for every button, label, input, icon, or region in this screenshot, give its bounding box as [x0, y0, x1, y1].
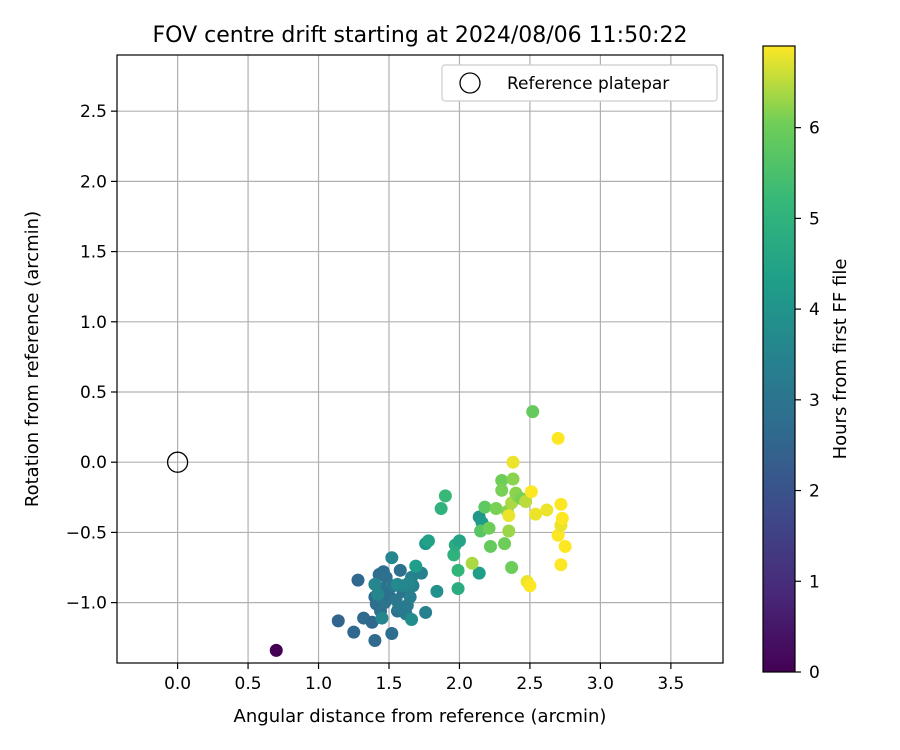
data-point — [368, 577, 382, 591]
data-point — [452, 534, 466, 548]
reference-marker-group — [166, 451, 189, 473]
data-point — [419, 605, 433, 619]
data-point — [505, 561, 519, 575]
data-point — [495, 483, 509, 497]
data-point — [385, 627, 399, 641]
data-point — [403, 590, 417, 604]
data-point — [495, 473, 509, 487]
legend: Reference platepar — [441, 64, 718, 102]
data-point — [451, 582, 465, 596]
data-point — [402, 576, 416, 590]
data-point — [393, 563, 407, 577]
data-point — [347, 625, 361, 639]
data-point — [498, 537, 512, 551]
data-point — [421, 534, 435, 548]
data-point — [554, 558, 568, 572]
data-point — [551, 528, 565, 542]
data-point — [375, 611, 389, 625]
data-point — [269, 643, 283, 657]
colorbar-ticks: 0 1 2 3 4 5 6 — [795, 119, 820, 683]
y-axis-ticks: −1.0 −0.5 0.0 0.5 1.0 1.5 2.0 2.5 — [66, 102, 117, 614]
x-axis-label: Angular distance from reference (arcmin) — [234, 706, 607, 727]
x-tick-label: 1.0 — [305, 674, 332, 694]
data-point — [482, 521, 496, 535]
data-point — [465, 556, 479, 570]
colorbar-tick-label: 5 — [809, 209, 820, 229]
data-point — [506, 455, 520, 469]
data-point — [405, 612, 419, 626]
data-point — [351, 573, 365, 587]
data-point — [430, 584, 444, 598]
data-point — [523, 579, 537, 593]
data-point — [558, 539, 572, 553]
data-point — [451, 563, 465, 577]
y-tick-label: 2.5 — [80, 102, 107, 122]
legend-box — [441, 64, 718, 102]
data-point — [385, 551, 399, 565]
data-point — [368, 634, 382, 648]
data-point — [478, 500, 492, 514]
data-point — [540, 503, 554, 517]
x-tick-label: 3.5 — [657, 674, 684, 694]
plot-frame — [116, 54, 724, 664]
data-point — [519, 495, 533, 509]
data-point — [483, 539, 497, 553]
data-point — [409, 559, 423, 573]
legend-label: Reference platepar — [507, 74, 669, 94]
x-tick-label: 2.0 — [446, 674, 473, 694]
data-point — [506, 472, 520, 486]
data-point — [526, 405, 540, 419]
data-point — [438, 489, 452, 503]
y-tick-label: 0.0 — [80, 453, 107, 473]
legend-reference-marker — [459, 72, 481, 94]
colorbar-tick-label: 4 — [809, 300, 820, 320]
x-tick-label: 3.0 — [587, 674, 614, 694]
y-tick-label: 1.0 — [80, 313, 107, 333]
y-tick-label: 2.0 — [80, 172, 107, 192]
x-tick-label: 1.5 — [375, 674, 402, 694]
y-tick-label: 0.5 — [80, 383, 107, 403]
data-point — [331, 614, 345, 628]
x-tick-label: 2.5 — [516, 674, 543, 694]
data-point — [447, 548, 461, 562]
colorbar-tick-label: 2 — [809, 482, 820, 502]
y-tick-label: 1.5 — [80, 243, 107, 263]
data-point — [489, 502, 503, 516]
data-points — [269, 405, 572, 657]
y-tick-label: −1.0 — [66, 594, 107, 614]
colorbar-tick-label: 3 — [809, 391, 820, 411]
colorbar: 0 1 2 3 4 5 6 Hours from first FF file — [762, 45, 851, 683]
data-point — [529, 507, 543, 521]
data-point — [555, 511, 569, 525]
data-point — [554, 497, 568, 511]
chart-title: FOV centre drift starting at 2024/08/06 … — [153, 23, 688, 48]
data-point — [472, 566, 486, 580]
data-point — [502, 524, 516, 538]
colorbar-label: Hours from first FF file — [830, 259, 851, 460]
colorbar-tick-label: 6 — [809, 119, 820, 139]
data-point — [551, 431, 565, 445]
colorbar-gradient — [762, 45, 796, 673]
reference-marker — [166, 451, 189, 473]
x-axis-ticks: 0.0 0.5 1.0 1.5 2.0 2.5 3.0 3.5 — [164, 663, 684, 694]
data-point — [524, 485, 538, 499]
grid-lines — [117, 55, 723, 663]
data-point — [502, 509, 516, 523]
x-tick-label: 0.0 — [164, 674, 191, 694]
data-point — [371, 587, 385, 601]
y-axis-label: Rotation from reference (arcmin) — [22, 211, 43, 507]
data-point — [365, 615, 379, 629]
colorbar-tick-label: 0 — [809, 663, 820, 683]
colorbar-tick-label: 1 — [809, 572, 820, 592]
data-point — [434, 502, 448, 516]
x-tick-label: 0.5 — [235, 674, 262, 694]
y-tick-label: −0.5 — [66, 523, 107, 543]
